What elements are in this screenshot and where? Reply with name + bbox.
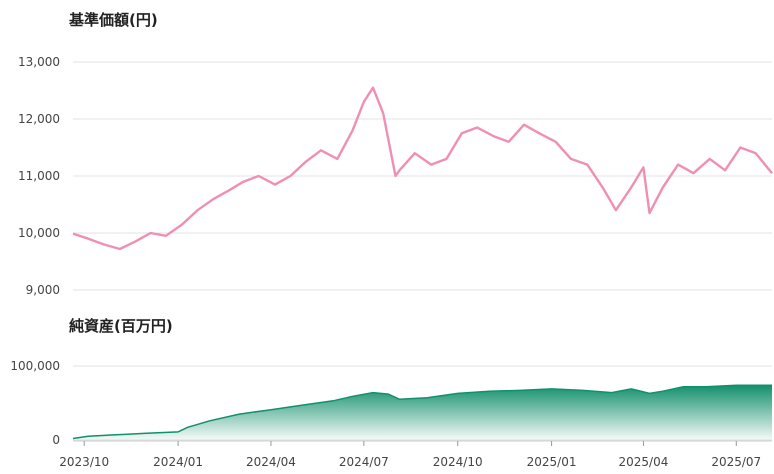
nav-y-tick-label: 9,000 bbox=[26, 283, 60, 297]
x-tick-label: 2024/10 bbox=[433, 455, 483, 469]
x-tick-label: 2024/04 bbox=[246, 455, 296, 469]
x-tick-label: 2023/10 bbox=[59, 455, 109, 469]
nav-line bbox=[72, 86, 773, 251]
nav-y-tick-label: 13,000 bbox=[18, 55, 60, 69]
nav-y-axis: 9,000 10,000 11,000 12,000 13,000 bbox=[18, 55, 60, 297]
x-tick-label: 2025/07 bbox=[711, 455, 761, 469]
nav-y-tick-label: 11,000 bbox=[18, 169, 60, 183]
x-axis: 2023/10 2024/01 2024/04 2024/07 2024/10 2025/… bbox=[59, 440, 772, 469]
net-assets-chart-title: 純資産(百万円) bbox=[69, 317, 173, 335]
nav-y-tick-label: 10,000 bbox=[18, 226, 60, 240]
nav-gridlines bbox=[73, 61, 772, 291]
net-assets-area-layer bbox=[72, 384, 773, 440]
nav-y-tick-label: 12,000 bbox=[18, 112, 60, 126]
x-tick-label: 2025/04 bbox=[618, 455, 668, 469]
x-tick-label: 2024/01 bbox=[153, 455, 203, 469]
net-assets-y-tick-label: 100,000 bbox=[10, 359, 60, 373]
x-tick-label: 2024/07 bbox=[339, 455, 389, 469]
nav-line-layer bbox=[72, 86, 773, 251]
net-assets-y-tick-label: 0 bbox=[52, 433, 60, 447]
net-assets-area bbox=[73, 385, 772, 440]
x-tick-label: 2025/01 bbox=[527, 455, 577, 469]
nav-chart-title: 基準価額(円) bbox=[68, 11, 158, 29]
net-assets-y-axis: 0 100,000 bbox=[10, 359, 60, 447]
